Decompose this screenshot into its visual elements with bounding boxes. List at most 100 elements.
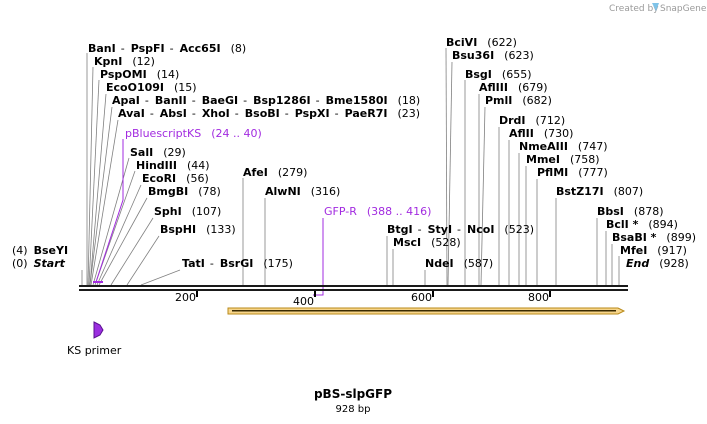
enzyme-name: BsaBI * <box>612 231 657 244</box>
site-separator: - <box>243 94 247 107</box>
enzyme-name: HindIII <box>136 159 177 172</box>
site-label-bsu36i[interactable]: Bsu36I (623) <box>452 49 534 62</box>
site-label-bcli[interactable]: BclI * (894) <box>606 218 678 231</box>
site-position: (587) <box>464 257 494 270</box>
enzyme-name: BspHI <box>160 223 196 236</box>
site-label-ecori[interactable]: EcoRI (56) <box>142 172 209 185</box>
site-label-bcivi[interactable]: BciVI (622) <box>446 36 517 49</box>
site-position: (78) <box>198 185 221 198</box>
enzyme-name: MmeI <box>526 153 560 166</box>
site-position: (15) <box>174 81 197 94</box>
site-label-sphi[interactable]: SphI (107) <box>154 205 221 218</box>
enzyme-name: NdeI <box>425 257 454 270</box>
plasmid-name: pBS-slpGFP <box>314 387 392 401</box>
site-label-bbsi[interactable]: BbsI (878) <box>597 205 664 218</box>
enzyme-name: XhoI <box>202 107 230 120</box>
enzyme-name: Start <box>34 257 66 270</box>
pbluescriptks-primer-mark[interactable] <box>93 281 103 283</box>
site-label-hindiii[interactable]: HindIII (44) <box>136 159 210 172</box>
site-position: (23) <box>397 107 420 120</box>
site-label-start[interactable]: (0) Start <box>12 257 66 270</box>
enzyme-name: BclI * <box>606 218 639 231</box>
site-position: (56) <box>186 172 209 185</box>
enzyme-name: Bme1580I <box>326 94 388 107</box>
snapgene-logo-icon <box>652 3 659 11</box>
enzyme-name: BtgI <box>387 223 413 236</box>
site-label-avai[interactable]: AvaI - AbsI - XhoI - BsoBI - PspXI - PaeR7I (23) <box>118 107 420 120</box>
enzyme-name: End <box>626 257 649 270</box>
primer-label-gfp-r[interactable]: GFP-R (388 .. 416) <box>324 205 431 218</box>
enzyme-name: Acc65I <box>180 42 221 55</box>
enzyme-name: Bsp1286I <box>253 94 311 107</box>
site-label-afliii[interactable]: AflIII (679) <box>479 81 548 94</box>
site-label-bsgi[interactable]: BsgI (655) <box>465 68 532 81</box>
site-label-drdi[interactable]: DrdI (712) <box>499 114 565 127</box>
restriction-site-labels: BanI - PspFI - Acc65I (8)KpnI (12)PspOMI (14)Ec… <box>12 36 696 270</box>
site-label-bstz17i[interactable]: BstZ17I (807) <box>556 185 643 198</box>
site-position: (622) <box>487 36 517 49</box>
enzyme-name: PmlI <box>485 94 512 107</box>
site-label-msci[interactable]: MscI (528) <box>393 236 461 249</box>
enzyme-name: NmeAIII <box>519 140 568 153</box>
site-label-bmgbi[interactable]: BmgBI (78) <box>148 185 221 198</box>
site-label-mmei[interactable]: MmeI (758) <box>526 153 600 166</box>
axis-tick-label-200: 200 <box>175 291 196 304</box>
enzyme-name: BaeGI <box>202 94 238 107</box>
site-position: (133) <box>206 223 236 236</box>
enzyme-name: AflII <box>509 127 534 140</box>
site-label-kpni[interactable]: KpnI (12) <box>94 55 155 68</box>
enzyme-name: EcoO109I <box>106 81 164 94</box>
site-position: (279) <box>278 166 308 179</box>
enzyme-name: PaeR7I <box>345 107 388 120</box>
enzyme-name: BsrGI <box>220 257 253 270</box>
site-label-bseyi[interactable]: (4) BseYI <box>12 244 68 257</box>
site-label-ndei[interactable]: NdeI (587) <box>425 257 493 270</box>
site-label-pflmi[interactable]: PflMI (777) <box>537 166 608 179</box>
site-position: (917) <box>657 244 687 257</box>
site-label-apai[interactable]: ApaI - BanII - BaeGI - Bsp1286I - Bme1580I (18) <box>112 94 420 107</box>
site-label-sali[interactable]: SalI (29) <box>130 146 186 159</box>
gfp-feature-arrow[interactable] <box>227 307 626 315</box>
enzyme-name: DrdI <box>499 114 526 127</box>
axis-ticks <box>196 291 551 297</box>
gfp-r-primer-leader <box>313 218 324 296</box>
site-position: (4) <box>12 244 28 257</box>
site-label-bsabi[interactable]: BsaBI * (899) <box>612 231 696 244</box>
ks-primer-label: KS primer <box>67 344 122 357</box>
site-position: (14) <box>157 68 180 81</box>
site-leader-lines <box>81 47 620 286</box>
axis-tick-label-600: 600 <box>411 291 432 304</box>
plasmid-length: 928 bp <box>336 404 371 415</box>
primer-label-pbluescriptks[interactable]: pBluescriptKS (24 .. 40) <box>125 127 262 140</box>
site-label-bsphi[interactable]: BspHI (133) <box>160 223 236 236</box>
pbluescriptks-primer-leader <box>95 139 124 283</box>
enzyme-name: AbsI <box>160 107 187 120</box>
site-label-bani[interactable]: BanI - PspFI - Acc65I (8) <box>88 42 246 55</box>
site-label-pmli[interactable]: PmlI (682) <box>485 94 552 107</box>
site-position: (894) <box>648 218 678 231</box>
site-label-mfei[interactable]: MfeI (917) <box>620 244 687 257</box>
site-separator: - <box>192 107 196 120</box>
site-label-afei[interactable]: AfeI (279) <box>243 166 307 179</box>
ks-primer-feature[interactable] <box>93 321 104 339</box>
axis-tick-label-800: 800 <box>528 291 549 304</box>
site-label-pspomi[interactable]: PspOMI (14) <box>100 68 179 81</box>
site-position: (712) <box>536 114 566 127</box>
enzyme-name: NcoI <box>467 223 494 236</box>
site-label-aflii[interactable]: AflII (730) <box>509 127 573 140</box>
site-position: (730) <box>544 127 574 140</box>
site-label-alwni[interactable]: AlwNI (316) <box>265 185 340 198</box>
site-position: (777) <box>578 166 608 179</box>
enzyme-name: BanII <box>155 94 187 107</box>
site-label-end[interactable]: End (928) <box>626 257 689 270</box>
snapgene-brand-text: SnapGene <box>660 4 707 14</box>
enzyme-name: SalI <box>130 146 153 159</box>
site-label-btgi[interactable]: BtgI - StyI - NcoI (523) <box>387 223 534 236</box>
site-position: (747) <box>578 140 608 153</box>
site-separator: - <box>150 107 154 120</box>
site-label-nmeaiii[interactable]: NmeAIII (747) <box>519 140 608 153</box>
site-label-tati[interactable]: TatI - BsrGI (175) <box>182 257 293 270</box>
site-position: (8) <box>231 42 247 55</box>
site-label-ecoo109i[interactable]: EcoO109I (15) <box>106 81 197 94</box>
